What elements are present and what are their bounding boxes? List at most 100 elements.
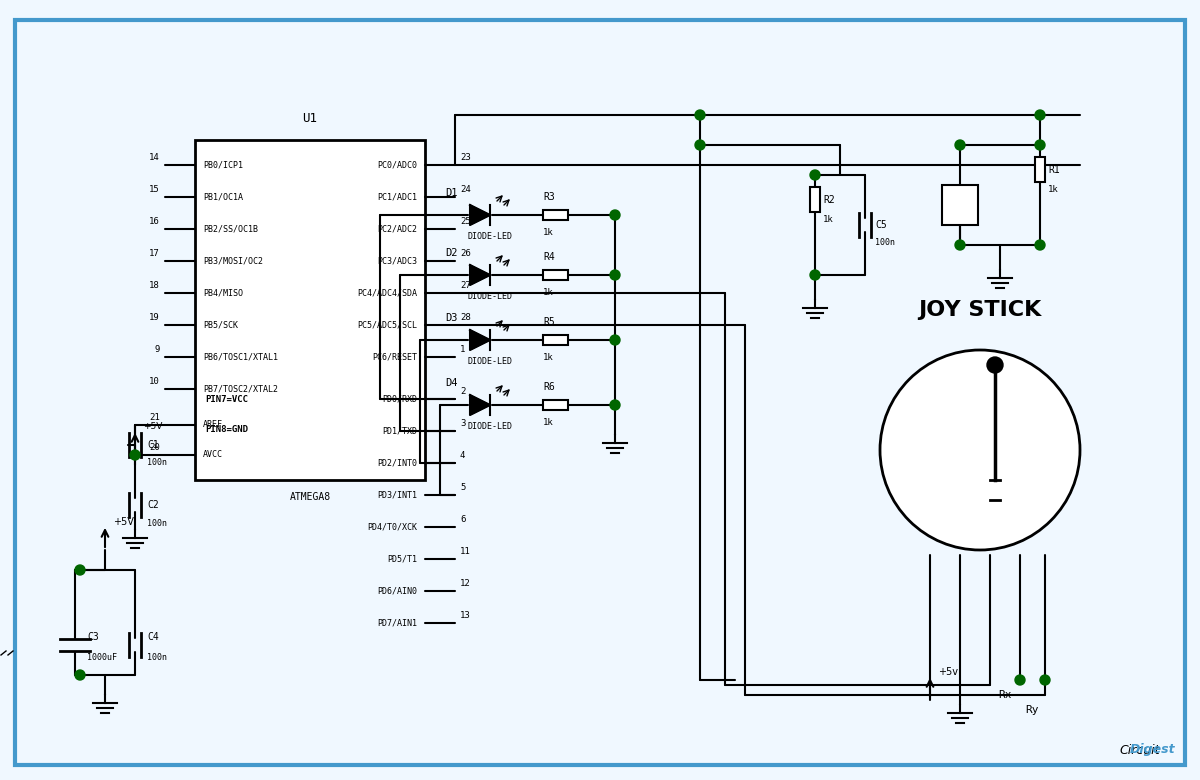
Text: 18: 18 xyxy=(149,282,160,290)
Text: R4: R4 xyxy=(542,252,554,262)
Circle shape xyxy=(610,335,620,345)
Text: C5: C5 xyxy=(875,220,887,230)
Text: C1: C1 xyxy=(148,440,158,450)
Text: JOY STICK: JOY STICK xyxy=(918,300,1042,320)
Text: PD0/RXD: PD0/RXD xyxy=(382,395,418,403)
Text: PB1/OC1A: PB1/OC1A xyxy=(203,193,242,201)
Text: 1k: 1k xyxy=(1048,186,1058,194)
Text: 4: 4 xyxy=(460,452,466,460)
Circle shape xyxy=(695,110,706,120)
Text: PB7/TOSC2/XTAL2: PB7/TOSC2/XTAL2 xyxy=(203,385,278,393)
Bar xyxy=(810,187,820,212)
Polygon shape xyxy=(470,395,490,415)
Text: 27: 27 xyxy=(460,282,470,290)
Circle shape xyxy=(955,140,965,150)
Text: 15: 15 xyxy=(149,186,160,194)
Text: D4: D4 xyxy=(445,378,457,388)
Text: C2: C2 xyxy=(148,500,158,510)
Text: 5: 5 xyxy=(460,484,466,492)
Bar xyxy=(1034,158,1045,183)
Text: C3: C3 xyxy=(88,632,98,642)
Text: PD3/INT1: PD3/INT1 xyxy=(377,491,418,499)
Text: Circuit: Circuit xyxy=(1120,743,1160,757)
Text: PB5/SCK: PB5/SCK xyxy=(203,321,238,329)
Text: D1: D1 xyxy=(445,188,457,198)
Text: 3: 3 xyxy=(460,420,466,428)
Circle shape xyxy=(988,357,1003,373)
Circle shape xyxy=(610,210,620,220)
Text: ATMEGA8: ATMEGA8 xyxy=(289,492,330,502)
Text: 1k: 1k xyxy=(823,215,834,225)
Text: 11: 11 xyxy=(460,548,470,556)
Text: PB6/TOSC1/XTAL1: PB6/TOSC1/XTAL1 xyxy=(203,353,278,361)
Text: Digest: Digest xyxy=(1129,743,1175,757)
Text: R1: R1 xyxy=(1048,165,1060,175)
Text: PB0/ICP1: PB0/ICP1 xyxy=(203,161,242,169)
Text: C4: C4 xyxy=(148,632,158,642)
Text: 26: 26 xyxy=(460,250,470,258)
Text: DIODE-LED: DIODE-LED xyxy=(468,292,514,302)
Text: 9: 9 xyxy=(155,346,160,354)
Text: PD4/T0/XCK: PD4/T0/XCK xyxy=(367,523,418,531)
Text: 1k: 1k xyxy=(542,289,553,297)
Text: PB4/MISO: PB4/MISO xyxy=(203,289,242,297)
Text: 16: 16 xyxy=(149,218,160,226)
Circle shape xyxy=(610,400,620,410)
Text: 10: 10 xyxy=(149,378,160,387)
Text: PD1/TXD: PD1/TXD xyxy=(382,427,418,435)
Text: 100n: 100n xyxy=(954,218,974,228)
Text: PC4/ADC4/SDA: PC4/ADC4/SDA xyxy=(358,289,418,297)
Text: PC0/ADC0: PC0/ADC0 xyxy=(377,161,418,169)
Text: 100n: 100n xyxy=(148,519,167,527)
Text: DIODE-LED: DIODE-LED xyxy=(468,232,514,242)
Text: Rx: Rx xyxy=(998,690,1012,700)
Text: PC6/RESET: PC6/RESET xyxy=(372,353,418,361)
Text: PD7/AIN1: PD7/AIN1 xyxy=(377,619,418,627)
Text: PD2/INT0: PD2/INT0 xyxy=(377,459,418,467)
Text: 100n: 100n xyxy=(875,239,895,247)
Text: 1: 1 xyxy=(460,346,466,354)
Circle shape xyxy=(74,670,85,680)
Text: 12: 12 xyxy=(460,580,470,588)
Text: PIN8=GND: PIN8=GND xyxy=(205,426,248,434)
Text: PC1/ADC1: PC1/ADC1 xyxy=(377,193,418,201)
Text: R3: R3 xyxy=(542,192,554,202)
Text: 20: 20 xyxy=(149,444,160,452)
Circle shape xyxy=(955,240,965,250)
Text: 1k: 1k xyxy=(542,419,553,427)
Circle shape xyxy=(74,565,85,575)
Text: AVCC: AVCC xyxy=(203,451,223,459)
Text: 100n: 100n xyxy=(148,653,167,661)
Circle shape xyxy=(1040,675,1050,685)
Text: +5V: +5V xyxy=(143,423,162,431)
Text: PIN7=VCC: PIN7=VCC xyxy=(205,395,248,405)
Text: PC5/ADC5/SCL: PC5/ADC5/SCL xyxy=(358,321,418,329)
Text: 100n: 100n xyxy=(148,459,167,467)
Text: PD5/T1: PD5/T1 xyxy=(386,555,418,563)
Text: 17: 17 xyxy=(149,250,160,258)
Bar xyxy=(542,400,568,410)
Circle shape xyxy=(695,140,706,150)
Text: 13: 13 xyxy=(460,612,470,621)
Text: 24: 24 xyxy=(460,186,470,194)
Text: U1: U1 xyxy=(302,112,318,125)
Bar xyxy=(542,270,568,280)
Polygon shape xyxy=(470,205,490,225)
Text: 25: 25 xyxy=(460,218,470,226)
Text: R2: R2 xyxy=(823,195,835,205)
Polygon shape xyxy=(470,265,490,285)
Text: AREF: AREF xyxy=(203,420,223,430)
Text: DIODE-LED: DIODE-LED xyxy=(468,357,514,367)
Text: 1k: 1k xyxy=(542,353,553,363)
FancyBboxPatch shape xyxy=(14,20,1186,765)
Text: 14: 14 xyxy=(149,154,160,162)
Text: 21: 21 xyxy=(149,413,160,423)
Circle shape xyxy=(1034,240,1045,250)
Circle shape xyxy=(130,450,140,460)
Text: R5: R5 xyxy=(542,317,554,327)
Circle shape xyxy=(1015,675,1025,685)
Circle shape xyxy=(1034,110,1045,120)
Text: D2: D2 xyxy=(445,248,457,258)
Text: PC3/ADC3: PC3/ADC3 xyxy=(377,257,418,265)
Circle shape xyxy=(1034,140,1045,150)
